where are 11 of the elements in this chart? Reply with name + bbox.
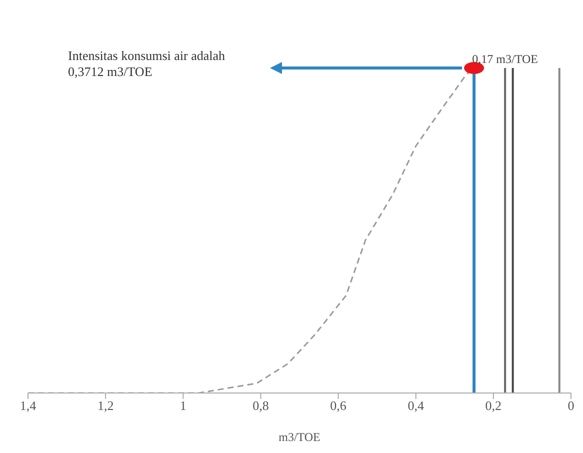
x-tick-label: 0,2	[485, 398, 502, 414]
x-tick-label: 1	[180, 398, 186, 414]
x-tick-label: 0,6	[330, 398, 347, 414]
x-tick-label: 1,2	[97, 398, 114, 414]
annotation: Intensitas konsumsi air adalah 0,3712 m3/TOE	[68, 48, 226, 80]
ref-line-label: 0,17 m3/TOE	[472, 52, 538, 66]
x-tick-label: 0,4	[408, 398, 424, 414]
x-axis-title: m3/TOE	[278, 430, 320, 444]
x-tick-label: 0,8	[252, 398, 269, 414]
x-tick-label: 1,4	[20, 398, 37, 414]
x-tick-label: 0	[568, 398, 574, 414]
